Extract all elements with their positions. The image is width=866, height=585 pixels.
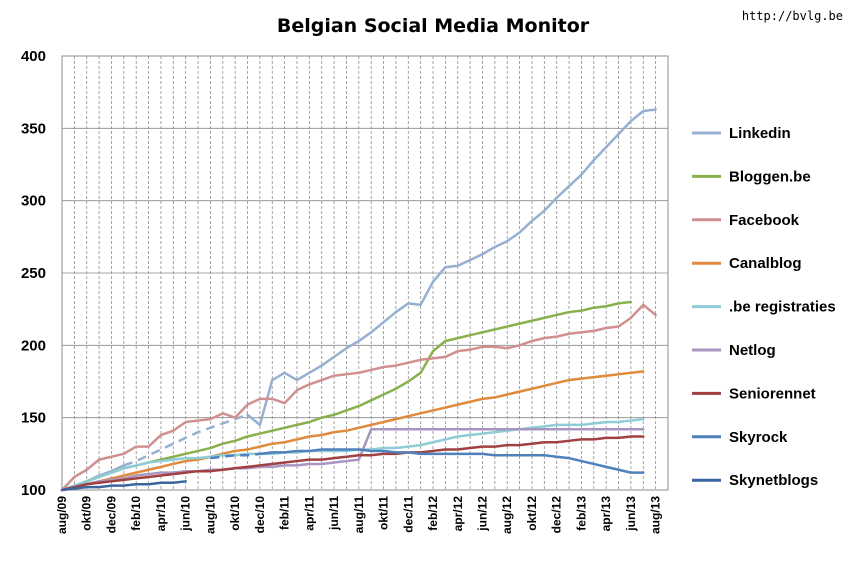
x-tick-label: okt/10 [228, 496, 242, 531]
y-tick-label: 150 [21, 410, 46, 427]
legend-label: Canalblog [729, 255, 802, 272]
x-tick-label: jun/10 [179, 496, 193, 532]
plot-border [61, 55, 669, 491]
x-tick-label: aug/11 [352, 496, 366, 534]
series-line [60, 427, 645, 492]
legend-label: Skyrock [729, 429, 788, 446]
axes: 100 150 200 250 300 350 400 aug/09 okt/09 dec/09 f… [21, 48, 663, 534]
x-tick-label: jun/11 [327, 496, 341, 531]
x-tick-label: okt/11 [377, 496, 391, 530]
legend-label: Linkedin [729, 125, 791, 142]
x-tick-label: okt/12 [525, 496, 539, 531]
x-tick-label: apr/13 [599, 496, 613, 532]
y-tick-label: 250 [21, 265, 46, 282]
x-tick-label: aug/10 [203, 496, 217, 534]
series-line [258, 448, 645, 474]
x-tick-label: aug/13 [649, 496, 663, 534]
legend-label: Skynetblogs [729, 472, 818, 489]
x-tick-label: apr/12 [451, 496, 465, 532]
x-tick-label: dec/12 [550, 496, 564, 534]
series-line [246, 108, 657, 427]
y-tick-label: 100 [21, 482, 46, 499]
y-tick-label: 400 [21, 48, 46, 65]
x-tick-label: dec/09 [104, 496, 118, 534]
x-tick-label: feb/11 [278, 496, 292, 530]
x-tick-label: aug/09 [55, 496, 69, 534]
x-tick-label: apr/11 [302, 496, 316, 531]
x-tick-label: feb/12 [426, 496, 440, 531]
chart-title: Belgian Social Media Monitor [277, 15, 590, 37]
x-tick-label: jun/12 [475, 496, 489, 532]
series-line [60, 480, 187, 492]
x-tick-label: okt/09 [80, 496, 94, 531]
series-line [60, 435, 645, 492]
legend-label: Facebook [729, 212, 800, 229]
x-tick-label: dec/10 [253, 496, 267, 534]
legend-label: Netlog [729, 342, 776, 359]
x-tick-label: feb/13 [574, 496, 588, 531]
x-tick-label: dec/11 [401, 496, 415, 533]
series-line-gap [210, 452, 261, 460]
y-tick-label: 200 [21, 337, 46, 354]
legend-label: Bloggen.be [729, 168, 811, 185]
source-url: http://bvlg.be [742, 9, 843, 23]
y-tick-label: 300 [21, 193, 46, 210]
x-tick-label: apr/10 [154, 496, 168, 532]
legend: Linkedin Bloggen.be Facebook Canalblog .be r… [692, 125, 836, 489]
y-tick-label: 350 [21, 120, 46, 137]
series-layer [60, 108, 657, 492]
legend-label: Seniorennet [729, 385, 816, 402]
x-tick-label: jun/13 [624, 496, 638, 532]
series-line [60, 303, 657, 492]
x-tick-label: aug/12 [500, 496, 514, 534]
series-line [60, 370, 645, 492]
series-line-gap [123, 413, 248, 467]
x-tick-label: feb/10 [129, 496, 143, 531]
legend-label: .be registraties [729, 299, 836, 316]
